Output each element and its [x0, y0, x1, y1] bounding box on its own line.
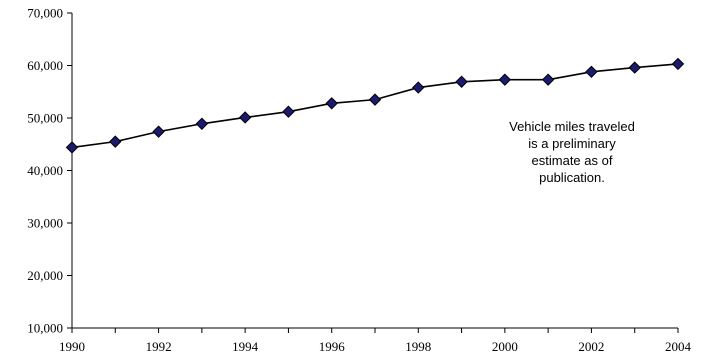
annotation-line-1: Vehicle miles traveled [509, 119, 635, 134]
data-point-2000 [498, 73, 512, 86]
data-point-1996 [325, 97, 338, 110]
data-point-1999 [455, 75, 468, 88]
data-point-2003 [628, 61, 641, 74]
y-axis: 10,000 20,000 30,000 40,000 50,000 60,000 70,0… [27, 6, 73, 336]
x-axis: 1990 1992 1994 1996 1998 2000 2002 2004 [59, 327, 692, 354]
y-tick-label: 60,000 [27, 58, 63, 73]
data-point-1998 [412, 81, 425, 94]
x-tick-label: 1998 [405, 339, 431, 354]
data-point-1995 [282, 105, 295, 118]
data-point-2004 [671, 57, 685, 71]
data-point-2001 [541, 73, 555, 86]
x-tick-label: 2004 [665, 339, 692, 354]
data-point-1990 [65, 141, 79, 154]
annotation: Vehicle miles traveled is a preliminary … [509, 119, 635, 185]
x-tick-label: 1994 [232, 339, 259, 354]
y-tick-label: 20,000 [27, 268, 63, 283]
y-tick-label: 70,000 [27, 6, 63, 21]
x-tick-label: 2002 [578, 339, 604, 354]
data-point-1991 [109, 135, 122, 148]
x-tick-label: 1990 [59, 339, 85, 354]
y-tick-label: 30,000 [27, 216, 63, 231]
y-tick-label: 10,000 [27, 321, 63, 336]
data-point-1997 [368, 93, 382, 106]
annotation-line-4: publication. [539, 170, 605, 185]
x-tick-label: 1996 [319, 339, 346, 354]
data-point-1993 [195, 117, 209, 130]
annotation-line-3: estimate as of [532, 153, 613, 168]
y-tick-label: 40,000 [27, 163, 63, 178]
data-point-1992 [152, 125, 165, 138]
annotation-line-2: is a preliminary [528, 136, 616, 151]
data-point-1994 [238, 111, 252, 124]
series [65, 57, 685, 154]
x-tick-label: 2000 [492, 339, 518, 354]
data-point-2002 [585, 65, 598, 79]
y-tick-label: 50,000 [27, 111, 63, 126]
x-tick-label: 1992 [146, 339, 172, 354]
